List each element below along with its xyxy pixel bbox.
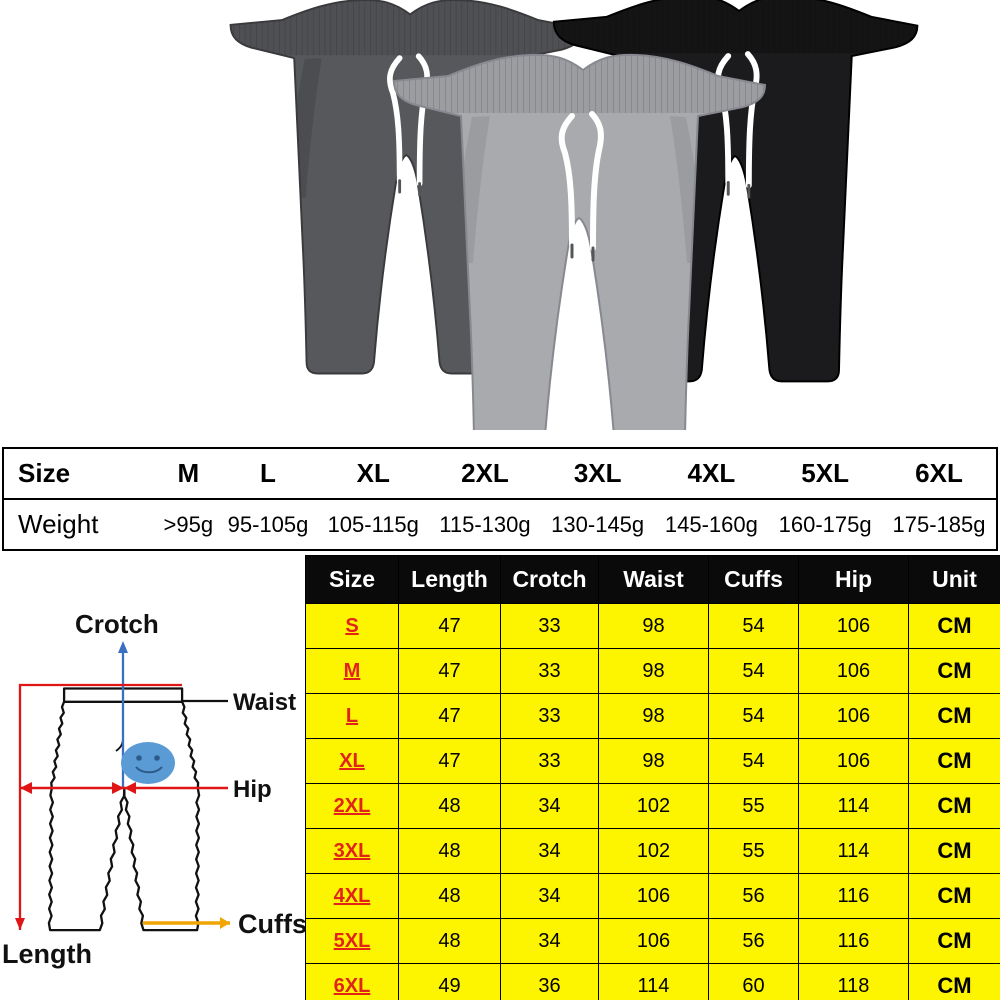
- svg-text:Waist: Waist: [233, 689, 296, 716]
- svg-text:Cuffs: Cuffs: [238, 909, 307, 939]
- svg-text:Hip: Hip: [233, 776, 272, 803]
- svg-text:Crotch: Crotch: [75, 609, 159, 639]
- svg-text:Length: Length: [2, 939, 92, 969]
